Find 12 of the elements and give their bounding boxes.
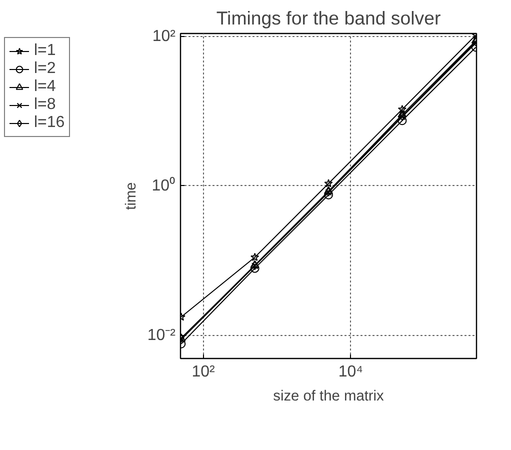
legend-label: l=16 [34,114,65,132]
legend-label: l=4 [34,78,56,96]
legend-label: l=1 [34,42,56,60]
x-axis-title: size of the matrix [273,388,385,404]
y-axis-title: time [123,182,140,210]
legend-label: l=8 [34,96,56,114]
y-tick-label: 10⁰ [152,176,176,194]
y-tick-label: 10² [152,28,176,46]
legend-label: l=2 [34,60,56,78]
y-tick-label: 10⁻² [147,326,176,344]
x-tick-label: 10⁴ [338,364,364,380]
chart-title: Timings for the band solver [216,8,441,28]
